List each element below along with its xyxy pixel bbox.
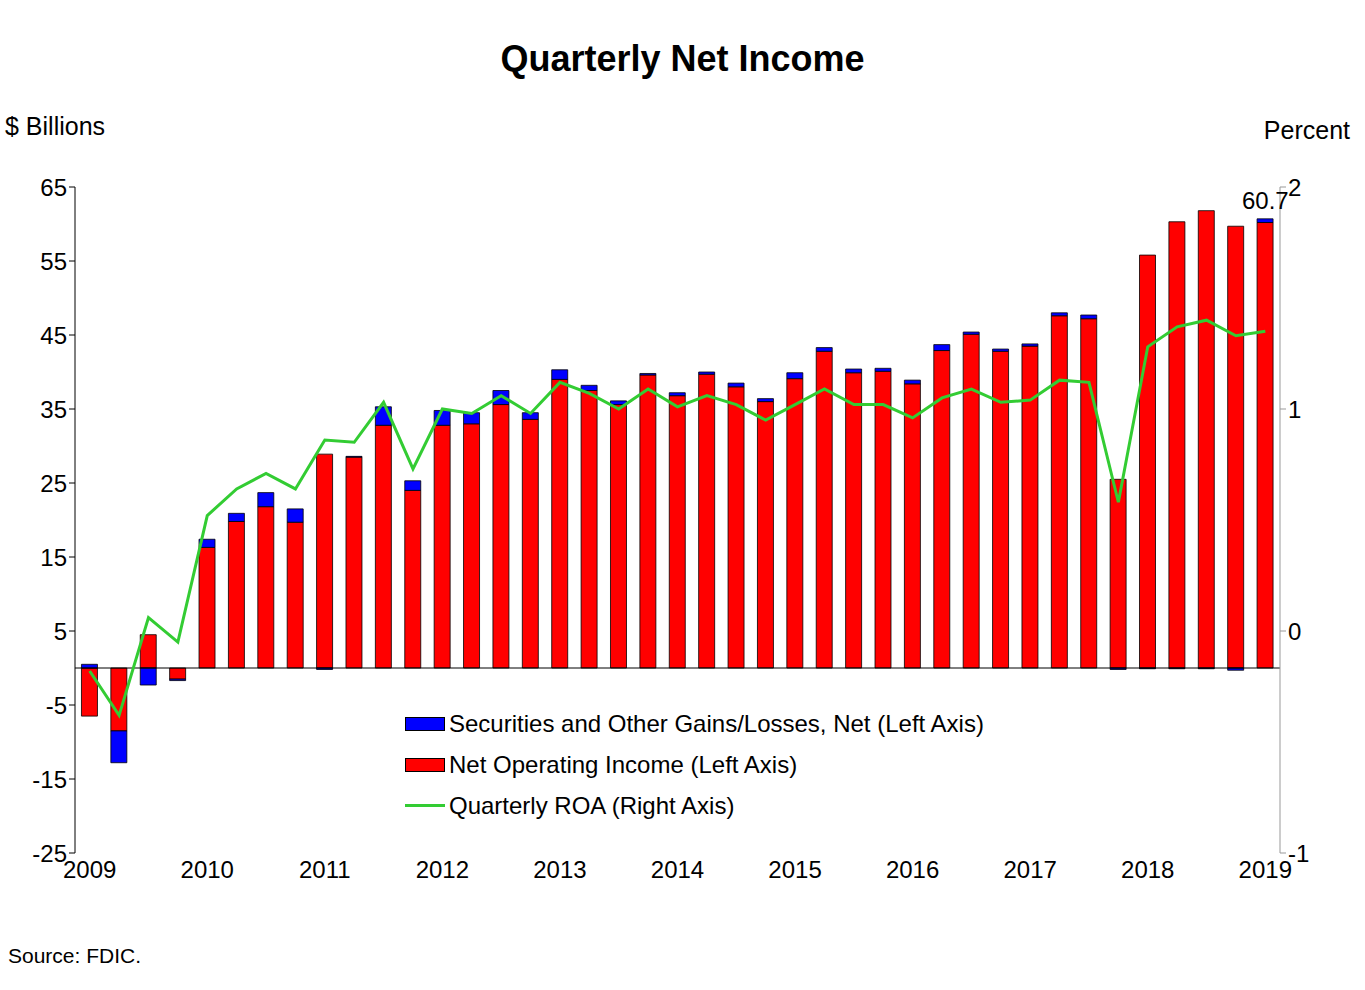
- svg-text:25: 25: [40, 470, 67, 497]
- html-text:Percent: Percent: [1263, 116, 1350, 144]
- svg-text:35: 35: [40, 396, 67, 423]
- html-text:Net Operating Income (Left Axi: Net Operating Income (Left Axis): [449, 751, 798, 778]
- svg-text:2019: 2019: [1239, 856, 1292, 883]
- svg-text:2015: 2015: [768, 856, 821, 883]
- svg-text:0: 0: [1288, 618, 1301, 645]
- svg-text:-1: -1: [1288, 840, 1309, 867]
- svg-text:2016: 2016: [886, 856, 939, 883]
- html-text:Securities and Other Gains/Los: Securities and Other Gains/Losses, Net (…: [449, 710, 984, 737]
- svg-text:2010: 2010: [181, 856, 234, 883]
- svg-text:2009: 2009: [63, 856, 116, 883]
- svg-text:2013: 2013: [533, 856, 586, 883]
- svg-text:2018: 2018: [1121, 856, 1174, 883]
- svg-text:65: 65: [40, 174, 67, 201]
- svg-text:2: 2: [1288, 174, 1301, 201]
- html-text:$ Billions: $ Billions: [5, 112, 106, 140]
- svg-text:60.7: 60.7: [1242, 187, 1289, 214]
- svg-text:2014: 2014: [651, 856, 704, 883]
- svg-text:2012: 2012: [416, 856, 469, 883]
- svg-text:-25: -25: [32, 840, 67, 867]
- svg-text:2011: 2011: [299, 856, 351, 883]
- html-text:Quarterly ROA (Right Axis): Quarterly ROA (Right Axis): [449, 792, 735, 819]
- html-text:Source: FDIC.: Source: FDIC.: [8, 944, 141, 967]
- svg-text:5: 5: [54, 618, 67, 645]
- html-text:Quarterly Net Income: Quarterly Net Income: [500, 38, 865, 79]
- svg-text:-5: -5: [46, 692, 67, 719]
- svg-text:15: 15: [40, 544, 67, 571]
- svg-text:2017: 2017: [1003, 856, 1056, 883]
- svg-text:-15: -15: [32, 766, 67, 793]
- svg-text:45: 45: [40, 322, 67, 349]
- svg-text:1: 1: [1288, 396, 1301, 423]
- svg-text:55: 55: [40, 248, 67, 275]
